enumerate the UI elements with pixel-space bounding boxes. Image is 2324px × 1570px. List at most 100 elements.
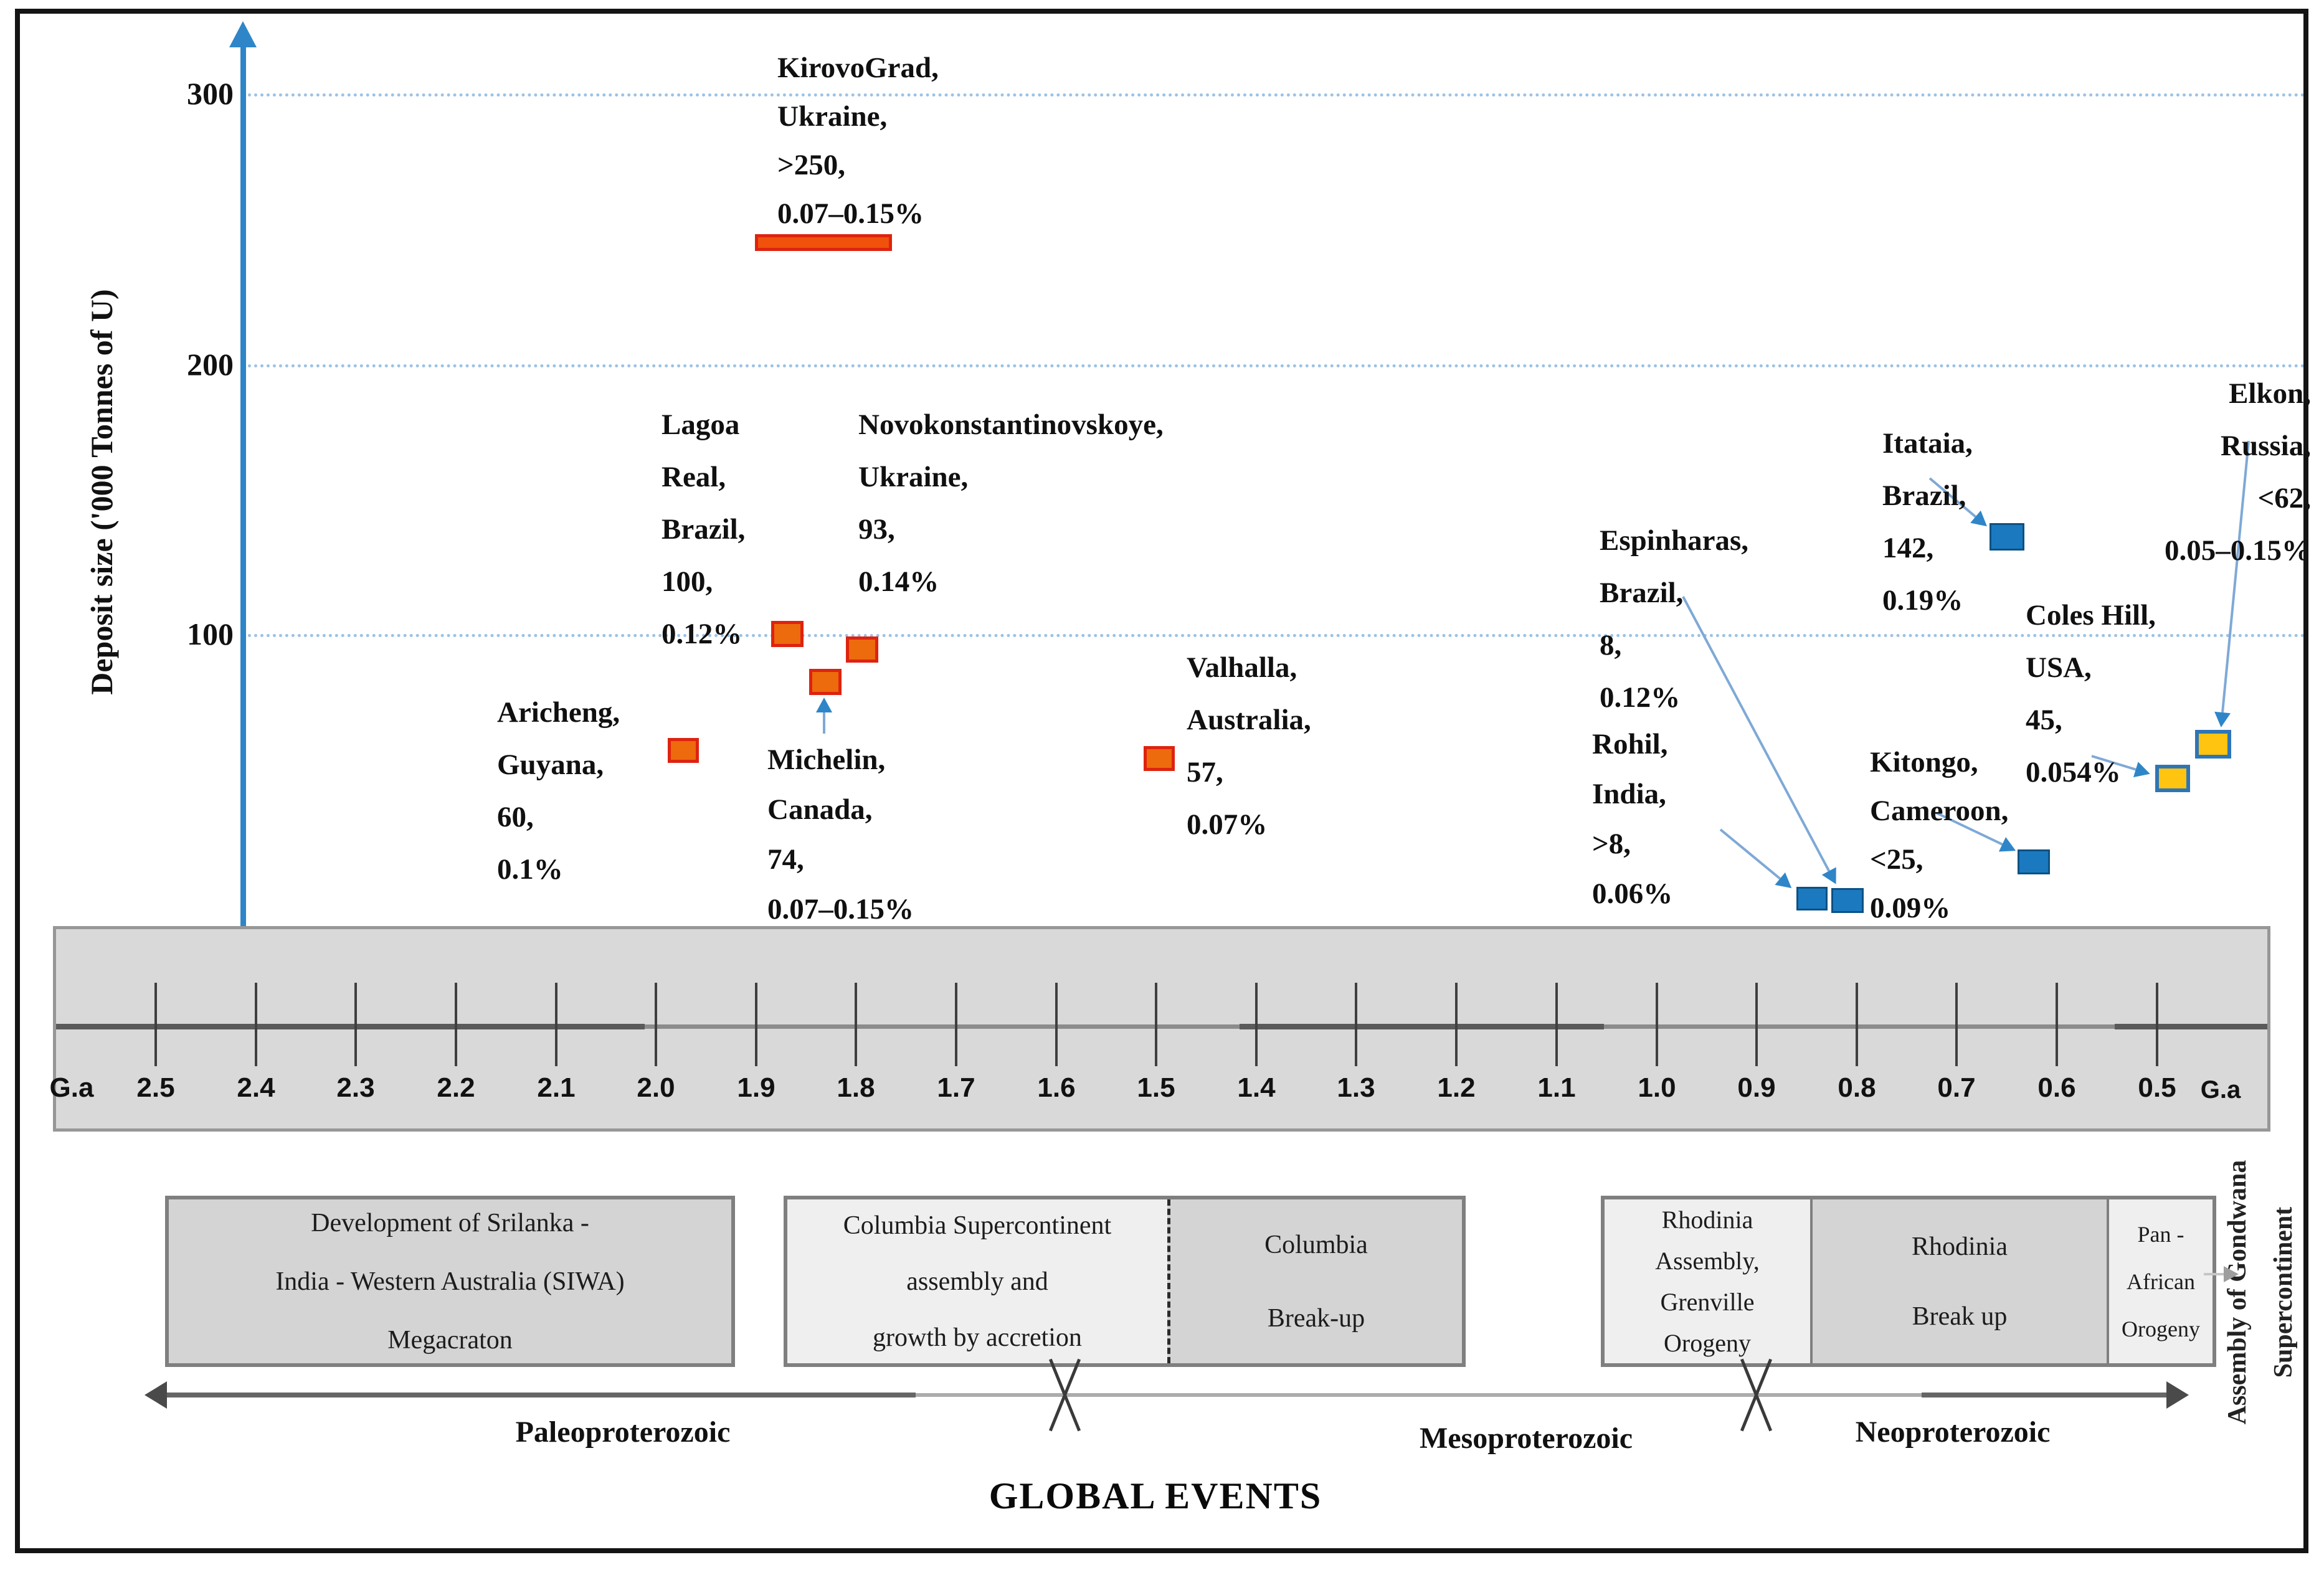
deposit-label-elkon: Elkon, Russia, <62, 0.05–0.15% [2074,367,2311,577]
deposit-label-kitongo: Kitongo, Cameroon, <25, 0.09% [1870,738,2008,932]
deposit-marker-elkon [2195,730,2231,759]
timeline-tick [755,983,757,1066]
timeline-tick-label: 1.0 [1638,1072,1676,1103]
deposit-label-lagoa-real: Lagoa Real, Brazil, 100, 0.12% [662,399,745,660]
timeline-tick-label: 2.1 [537,1072,576,1103]
era-label-neoproterozoic: Neoproterozoic [1855,1416,2051,1449]
gondwana-note: Assembly of Gondwana Supercontinent [2214,1118,2308,1467]
timeline-tick [1155,983,1157,1066]
event-line: Grenville [1660,1287,1755,1316]
y-tick-100: 100 [187,617,234,651]
y-axis-arrow-icon [229,21,257,47]
timeline-tick-label: 0.7 [1937,1072,1976,1103]
label-line: Rohil, [1592,728,1668,760]
timeline-tick [1455,983,1458,1066]
label-line: 0.07–0.15% [777,197,924,230]
deposit-marker-kirovograd [755,234,892,251]
deposit-label-rohil: Rohil, India, >8, 0.06% [1592,719,1672,919]
timeline-tick-label: 2.4 [237,1072,275,1103]
label-line: 0.05–0.15% [2165,534,2311,567]
timeline-tick-label: 1.7 [937,1072,975,1103]
timeline-tick [655,983,657,1066]
gondwana-arrow [2204,1265,2239,1283]
timeline-tick-label: 1.9 [737,1072,775,1103]
timeline-tick [455,983,457,1066]
timeline-tick [1055,983,1058,1066]
deposit-marker-itataia [1990,523,2024,551]
event-line: Rhodinia [1661,1205,1753,1234]
arrow-head-icon [816,698,832,712]
deposit-marker-valhalla [1144,746,1175,771]
deposit-label-espinharas: Espinharas, Brazil, 8, 0.12% [1600,514,1748,724]
label-line: 0.07% [1187,808,1268,841]
event-line: Rhodinia [1912,1232,2008,1261]
label-line: Novokonstantinovskoye, [858,409,1164,441]
event-line: Break-up [1267,1303,1365,1333]
timeline-tick [555,983,557,1066]
timeline-tick [1755,983,1758,1066]
timeline-unit-right: G.a [2200,1076,2241,1104]
label-line: 60, [497,801,534,833]
arrow-shaft [2204,1273,2224,1275]
era-arrow-left-icon [145,1381,167,1409]
deposit-marker-rohil [1796,887,1828,910]
label-line: 8, [1600,629,1622,661]
gondwana-line: Assembly of Gondwana [2223,1160,2252,1425]
deposit-marker-aricheng [668,738,699,763]
timeline-tick-label: 1.5 [1137,1072,1175,1103]
timeline-axis [56,1024,2267,1029]
label-line: Valhalla, [1187,651,1297,684]
event-line: Orogeny [1664,1328,1751,1357]
label-line: 100, [662,565,713,598]
arrow-head-icon [2213,711,2231,729]
event-section-rhodinia-breakup: Rhodinia Break up [1810,1199,2109,1363]
era-line-dark-segment [165,1393,916,1397]
label-line: KirovoGrad, [777,52,939,84]
event-line: African [2127,1269,2195,1294]
event-section-pan-african: Pan - African Orogeny [2109,1199,2213,1363]
timeline-tick-label: 0.8 [1838,1072,1876,1103]
timeline-tick-label: 2.0 [637,1072,675,1103]
arrow-shaft [1719,828,1781,880]
timeline-tick-label: 1.4 [1237,1072,1276,1103]
deposit-label-novokonstantinovskoye: Novokonstantinovskoye, Ukraine, 93, 0.14… [858,399,1164,608]
gridline-200 [248,364,2306,367]
label-line: Russia, [2221,430,2311,462]
label-line: 0.19% [1882,584,1963,617]
event-line: Development of Srilanka - [311,1208,589,1237]
label-line: 0.12% [1600,681,1681,714]
label-line: 0.07–0.15% [767,893,914,925]
timeline-tick [354,983,357,1066]
figure-title: GLOBAL EVENTS [989,1475,1322,1516]
label-line: 142, [1882,532,1934,564]
deposit-marker-coles-hill [2155,765,2190,792]
arrow-shaft [823,712,825,734]
timeline-axis-dark-segment [2115,1024,2267,1029]
timeline-tick-label: 1.2 [1437,1072,1476,1103]
era-line [157,1393,2170,1397]
timeline-tick [955,983,957,1066]
event-line: India - Western Australia (SIWA) [275,1267,625,1296]
timeline-tick-label: 1.3 [1337,1072,1375,1103]
y-axis-title: Deposit size ('000 Tonnes of U) [84,289,119,695]
timeline-tick [1856,983,1858,1066]
event-section-columbia-assembly: Columbia Supercontinent assembly and gro… [787,1199,1167,1363]
timeline-tick-label: 1.1 [1537,1072,1576,1103]
timeline-tick-label: 0.6 [2037,1072,2076,1103]
label-line: 0.1% [497,853,563,886]
label-line: Michelin, [767,744,886,776]
label-line: 0.054% [2026,756,2121,788]
label-line: Itataia, [1882,427,1973,460]
label-line: Real, [662,461,726,493]
label-line: Australia, [1187,704,1311,736]
event-section-rhodinia-assembly: Rhodinia Assembly, Grenville Orogeny [1605,1199,1810,1363]
label-line: Coles Hill, [2026,599,2156,631]
deposit-label-valhalla: Valhalla, Australia, 57, 0.07% [1187,641,1311,851]
event-line: Assembly, [1655,1246,1760,1275]
timeline-tick-label: 2.3 [336,1072,375,1103]
michelin-arrow [815,698,833,734]
event-line: assembly and [906,1267,1048,1296]
deposit-marker-espinharas [1831,888,1864,913]
timeline-tick-label: 2.5 [136,1072,175,1103]
